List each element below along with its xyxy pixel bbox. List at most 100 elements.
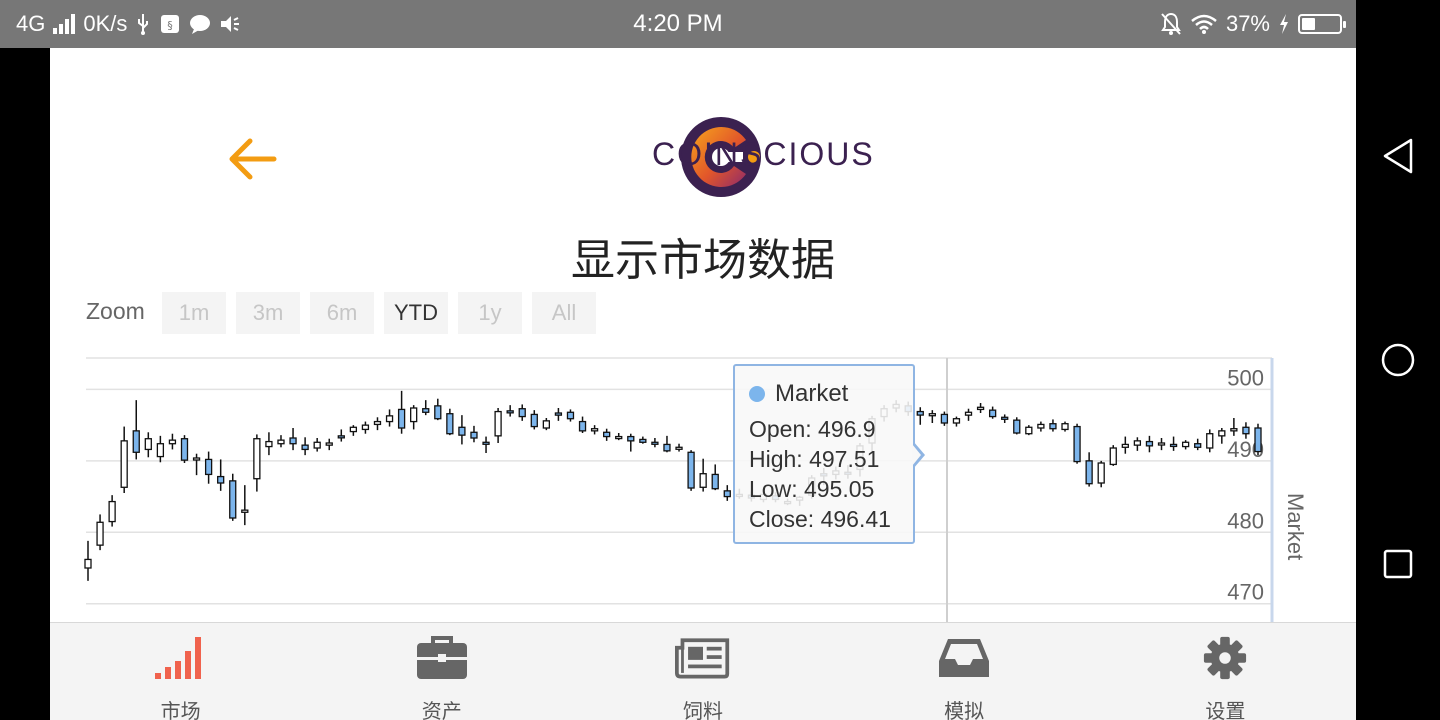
candle[interactable]: [337, 429, 345, 442]
candle[interactable]: [241, 485, 249, 526]
candle[interactable]: [494, 408, 502, 443]
candle[interactable]: [663, 435, 671, 453]
candle[interactable]: [639, 436, 647, 444]
candle[interactable]: [192, 453, 201, 476]
candle[interactable]: [1109, 445, 1117, 466]
candle[interactable]: [1230, 418, 1238, 436]
candle[interactable]: [1194, 438, 1202, 451]
candle[interactable]: [144, 432, 152, 458]
candle[interactable]: [397, 390, 406, 434]
zoom-6m-button[interactable]: 6m: [310, 292, 374, 334]
tab-feed[interactable]: 饲料: [572, 623, 833, 720]
candle[interactable]: [458, 415, 466, 445]
candle[interactable]: [988, 406, 997, 419]
candle[interactable]: [482, 436, 490, 453]
nav-back-button[interactable]: [1356, 114, 1440, 198]
candle[interactable]: [699, 458, 707, 492]
zoom-1m-button[interactable]: 1m: [162, 292, 226, 334]
candle[interactable]: [422, 400, 430, 416]
candle[interactable]: [615, 433, 623, 441]
candle[interactable]: [325, 438, 333, 451]
candle[interactable]: [289, 428, 297, 451]
candle[interactable]: [361, 421, 370, 434]
candle[interactable]: [204, 451, 213, 484]
candle[interactable]: [313, 438, 321, 452]
candle[interactable]: [1133, 437, 1142, 451]
candle[interactable]: [627, 433, 635, 452]
candle[interactable]: [132, 400, 140, 460]
candle[interactable]: [108, 495, 116, 527]
candle[interactable]: [1085, 452, 1093, 487]
candle[interactable]: [180, 435, 189, 463]
candle[interactable]: [446, 408, 454, 436]
candle[interactable]: [96, 514, 104, 551]
candle[interactable]: [711, 464, 719, 491]
candle[interactable]: [1049, 419, 1057, 432]
nav-home-button[interactable]: [1356, 318, 1440, 402]
zoom-all-button[interactable]: All: [532, 292, 596, 334]
candle[interactable]: [675, 443, 683, 452]
candle[interactable]: [253, 434, 261, 492]
candle[interactable]: [1061, 421, 1069, 432]
candle[interactable]: [1254, 423, 1262, 456]
candle[interactable]: [84, 540, 92, 581]
candle[interactable]: [940, 411, 949, 426]
candle[interactable]: [1145, 435, 1154, 453]
candle[interactable]: [578, 416, 587, 433]
candle[interactable]: [1157, 438, 1166, 451]
candle[interactable]: [349, 425, 358, 436]
zoom-ytd-button[interactable]: YTD: [384, 292, 448, 334]
candle[interactable]: [518, 404, 526, 421]
candle[interactable]: [530, 410, 538, 430]
candle[interactable]: [385, 409, 394, 427]
candle[interactable]: [277, 435, 285, 448]
candle[interactable]: [1121, 436, 1129, 454]
candle[interactable]: [952, 416, 961, 427]
candle[interactable]: [265, 432, 273, 456]
candle[interactable]: [217, 459, 225, 491]
candle[interactable]: [506, 405, 514, 417]
candle[interactable]: [434, 398, 442, 421]
candle[interactable]: [1218, 428, 1226, 444]
tab-assets[interactable]: 资产: [311, 623, 572, 720]
candle[interactable]: [410, 405, 418, 430]
candle[interactable]: [470, 425, 478, 443]
zoom-1y-button[interactable]: 1y: [458, 292, 522, 334]
candle[interactable]: [301, 437, 309, 456]
candle[interactable]: [229, 473, 237, 521]
candle[interactable]: [554, 408, 563, 421]
zoom-3m-button[interactable]: 3m: [236, 292, 300, 334]
candle[interactable]: [916, 407, 924, 425]
candle[interactable]: [976, 403, 985, 413]
candle[interactable]: [603, 428, 611, 441]
nav-recents-button[interactable]: [1356, 522, 1440, 606]
candle[interactable]: [566, 409, 575, 422]
candle[interactable]: [1206, 429, 1214, 453]
candle[interactable]: [1013, 417, 1021, 435]
status-bar: 4G 0K/s § 4:20 PM 37%: [0, 0, 1356, 48]
candle[interactable]: [1169, 436, 1178, 451]
candle[interactable]: [964, 408, 973, 421]
candle[interactable]: [1181, 440, 1190, 450]
candle[interactable]: [120, 426, 128, 493]
tab-settings[interactable]: 设置: [1095, 623, 1356, 720]
candle[interactable]: [542, 418, 551, 431]
candle[interactable]: [687, 450, 695, 491]
tab-market[interactable]: 市场: [50, 623, 311, 720]
candle[interactable]: [156, 435, 165, 463]
candle[interactable]: [1097, 460, 1105, 488]
candle[interactable]: [1073, 423, 1081, 464]
candle[interactable]: [651, 438, 659, 448]
candle[interactable]: [1025, 425, 1033, 436]
candle[interactable]: [1242, 422, 1250, 439]
tab-simulate[interactable]: 模拟: [834, 623, 1095, 720]
candle[interactable]: [928, 410, 936, 423]
candle[interactable]: [373, 417, 382, 431]
candle[interactable]: [1037, 421, 1045, 432]
candle[interactable]: [590, 425, 599, 435]
candle[interactable]: [723, 485, 731, 501]
candle[interactable]: [1001, 414, 1009, 423]
back-button[interactable]: [222, 132, 282, 186]
candle[interactable]: [168, 433, 177, 450]
